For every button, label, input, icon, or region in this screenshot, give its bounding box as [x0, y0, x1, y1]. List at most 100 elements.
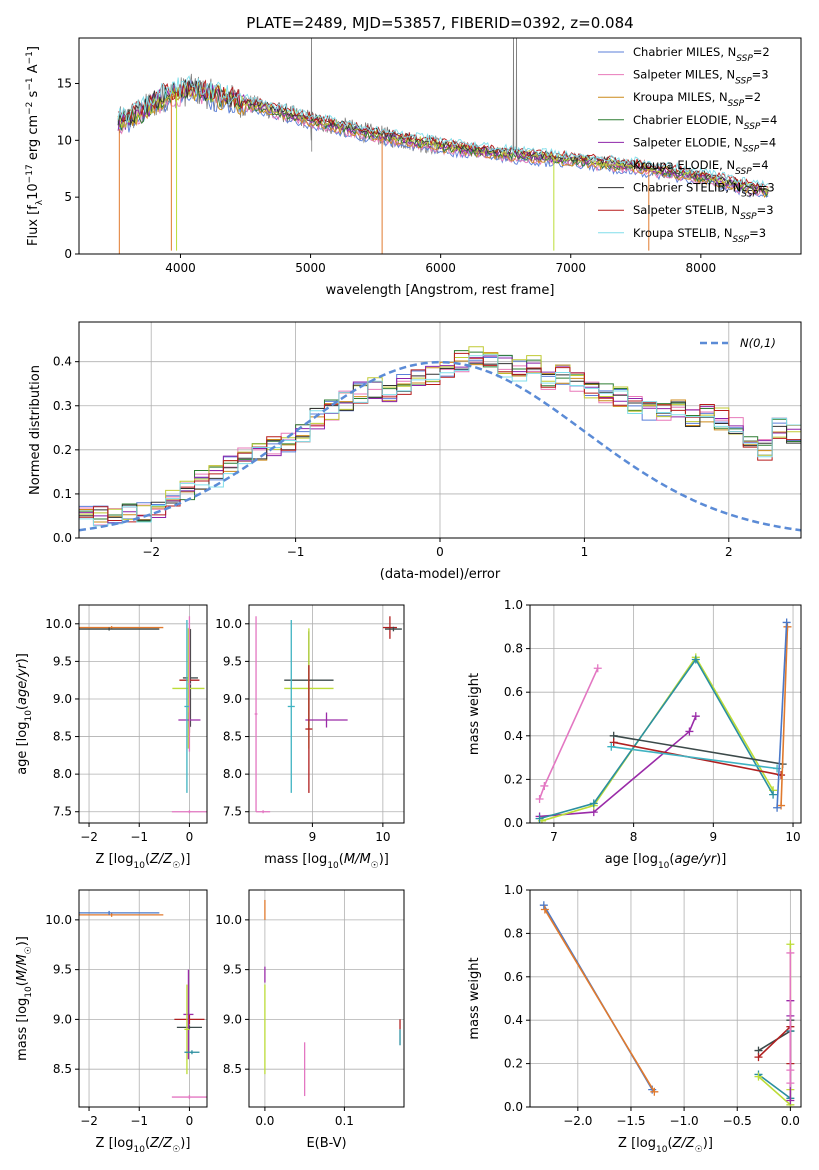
label-part: ]	[26, 46, 41, 51]
x-tick-label: 0	[186, 830, 194, 844]
x-tick-label: −1	[130, 1114, 148, 1128]
label-part: 10	[327, 861, 339, 871]
y-tick-label: 9.0	[53, 692, 72, 706]
plot-area-age_vs_Z	[79, 616, 207, 814]
label-part: Kroupa STELIB, N	[633, 226, 733, 240]
x-tick-label: 2	[725, 545, 733, 559]
label-part: =3	[749, 226, 766, 240]
label-part: )]	[15, 936, 30, 946]
axes-frame	[248, 604, 405, 824]
label-part: )]	[379, 852, 389, 867]
label-part: )]	[180, 852, 190, 867]
label-part: Chabrier ELODIE, N	[633, 113, 744, 127]
weight-line	[613, 735, 783, 765]
panel-mass_weight_vs_Z: −2.0 −1.5 −1.0 −0.5 0.0 0.0 0.2 0.4 0.6 0.8 1.0 Z […	[467, 883, 802, 1155]
legend-label: Chabrier MILES, NSSP=2	[633, 45, 770, 64]
y-tick-label: 9.5	[53, 654, 72, 668]
weight-line	[776, 622, 788, 808]
figure-title: PLATE=2489, MJD=53857, FIBERID=0392, z=0…	[246, 14, 633, 32]
weight-point-marker	[786, 940, 795, 949]
y-tick-label: 9.0	[223, 692, 242, 706]
y-tick-label: 0.6	[504, 685, 523, 699]
legend-label: Chabrier STELIB, NSSP=3	[633, 181, 775, 200]
label-part: −1	[25, 51, 35, 64]
y-tick-label: 9.0	[53, 1012, 72, 1026]
label-part: SSP	[728, 99, 745, 109]
legend-label: Salpeter ELODIE, NSSP=4	[633, 135, 776, 154]
y-tick-label: 10.0	[45, 913, 72, 927]
label-part: )]	[716, 852, 726, 867]
weight-point-marker	[786, 1096, 795, 1105]
label-part: ☉	[172, 1145, 180, 1155]
histogram-step-line	[79, 355, 801, 524]
label-part: M/M	[344, 852, 371, 867]
label-part: =3	[752, 68, 769, 82]
weight-point-marker	[609, 738, 618, 747]
label-part: age/yr	[674, 852, 717, 867]
label-part: SSP	[735, 167, 752, 177]
label-part: =3	[757, 203, 774, 217]
histogram-step-line	[79, 352, 801, 523]
y-tick-label: 0.2	[53, 443, 72, 457]
label-part: age [log	[605, 852, 658, 867]
plot-area-mass_weight_vs_Z	[539, 901, 795, 1107]
label-part: Z/Z	[149, 852, 173, 867]
y-tick-label: 8.5	[223, 730, 242, 744]
histogram-step-line	[79, 352, 801, 523]
y-axis-label: age [log10(age/yr)]	[15, 653, 34, 775]
y-tick-label: 9.5	[53, 963, 72, 977]
x-axis-label: Z [log10(Z/Z☉)]	[618, 1136, 713, 1155]
legend-label: Salpeter STELIB, NSSP=3	[633, 203, 774, 222]
y-tick-label: 0.3	[53, 399, 72, 413]
y-tick-label: 1.0	[504, 598, 523, 612]
label-part: SSP	[740, 212, 757, 222]
label-part: Salpeter ELODIE, N	[633, 135, 743, 149]
spectrum-model-line	[117, 79, 769, 192]
legend-label: Kroupa MILES, NSSP=2	[633, 90, 761, 109]
label-part: −1	[25, 77, 35, 90]
label-part: (	[145, 852, 150, 867]
weight-point-marker	[691, 712, 700, 721]
y-tick-label: 0.4	[504, 729, 523, 743]
y-tick-label: 0.8	[504, 926, 523, 940]
panel-mass_vs_ebv: 0.0 0.1 8.5 9.0 9.5 10.0 E(B-V)	[215, 889, 405, 1151]
label-part: age [log	[15, 722, 30, 775]
y-tick-label: 0.2	[504, 772, 523, 786]
y-tick-label: 8.5	[53, 730, 72, 744]
label-part: −2	[25, 102, 35, 115]
axes-frame	[529, 889, 802, 1108]
label-part: ☉	[24, 946, 34, 954]
y-tick-label: 8.5	[53, 1062, 72, 1076]
y-tick-label: 8.0	[223, 767, 242, 781]
legend-label: N(0,1)	[740, 336, 776, 350]
y-tick-label: 5	[64, 190, 72, 204]
x-tick-label: 1	[581, 545, 589, 559]
label-part: ☉	[695, 1145, 703, 1155]
label-part: 10	[24, 986, 34, 998]
weight-point-marker	[782, 618, 791, 627]
y-tick-label: 10	[57, 133, 72, 147]
histogram-step-line	[79, 355, 801, 524]
label-part: SSP	[741, 190, 758, 200]
label-part: −17	[25, 164, 35, 183]
weight-line	[758, 1020, 792, 1052]
histogram-step-line	[79, 354, 801, 526]
x-tick-label: −2	[142, 545, 160, 559]
y-tick-label: 0.8	[504, 642, 523, 656]
y-axis-label: Flux [fλ10−17 erg cm−2 s−1 A−1]	[25, 46, 45, 246]
x-tick-label: 0	[186, 1114, 194, 1128]
plot-area-spectrum	[117, 38, 769, 254]
label-part: )]	[703, 1136, 713, 1151]
label-part: SSP	[735, 77, 752, 87]
y-tick-label: 9.5	[223, 963, 242, 977]
weight-point-marker	[786, 1066, 795, 1075]
x-tick-label: 10	[785, 830, 800, 844]
weight-point-marker	[691, 655, 700, 664]
plot-area-residuals	[79, 346, 801, 532]
label-part: (	[15, 705, 30, 710]
weight-point-marker	[650, 1087, 659, 1096]
label-part: Z [log	[618, 1136, 656, 1151]
weight-point-marker	[769, 790, 778, 799]
label-part: )]	[180, 1136, 190, 1151]
